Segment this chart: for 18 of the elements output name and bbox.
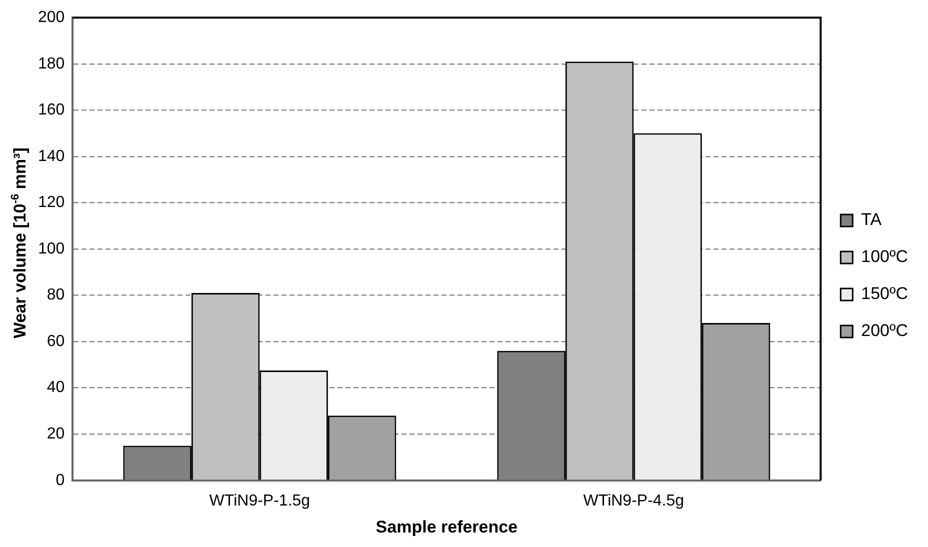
- y-tick-label: 40: [46, 379, 65, 396]
- x-tick-label: WTiN9-P-4.5g: [583, 492, 684, 510]
- y-tick-label: 80: [46, 286, 65, 304]
- y-tick-label: 0: [56, 472, 65, 489]
- x-tick-label: WTiN9-P-1.5g: [209, 492, 310, 510]
- y-tick-label: 140: [38, 148, 65, 165]
- y-tick-label: 60: [46, 332, 65, 350]
- y-tick-label: 160: [38, 102, 65, 119]
- legend-label: 200ºC: [861, 321, 908, 340]
- y-tick-label: 20: [46, 426, 65, 443]
- legend-label: 150ºC: [861, 284, 908, 304]
- y-tick-label: 180: [38, 55, 65, 72]
- y-tick-label: 100: [38, 240, 65, 258]
- legend-label: 100ºC: [861, 247, 908, 266]
- y-tick-label: 120: [38, 194, 65, 212]
- y-tick-label: 200: [38, 9, 65, 26]
- legend-label: TA: [861, 210, 882, 230]
- x-axis-title: Sample reference: [376, 517, 518, 536]
